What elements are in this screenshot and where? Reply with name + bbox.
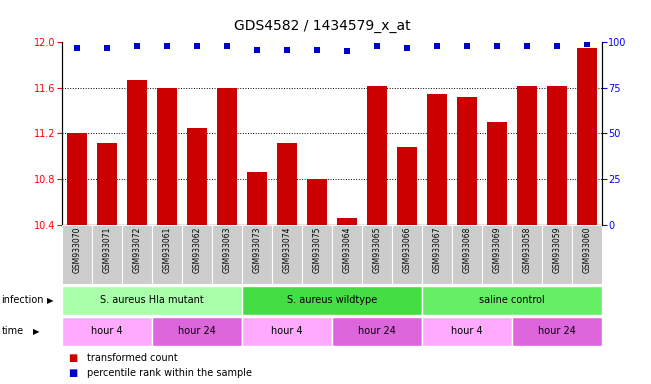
Point — [72, 45, 82, 51]
Point — [372, 43, 382, 49]
Text: S. aureus Hla mutant: S. aureus Hla mutant — [100, 295, 204, 306]
Bar — [62, 286, 242, 315]
Text: percentile rank within the sample: percentile rank within the sample — [87, 368, 251, 378]
Text: S. aureus wildtype: S. aureus wildtype — [287, 295, 377, 306]
Text: GSM933058: GSM933058 — [523, 227, 532, 273]
Text: infection: infection — [1, 295, 44, 306]
Bar — [247, 172, 267, 225]
Bar — [542, 225, 572, 284]
Point — [102, 45, 112, 51]
Bar — [572, 225, 602, 284]
Bar — [242, 317, 332, 346]
Text: saline control: saline control — [479, 295, 545, 306]
Bar — [67, 134, 87, 225]
Text: ■: ■ — [68, 368, 77, 378]
Text: hour 4: hour 4 — [271, 326, 303, 336]
Bar — [307, 179, 327, 225]
Bar — [392, 225, 422, 284]
Bar — [217, 88, 237, 225]
Bar — [97, 142, 117, 225]
Bar — [122, 225, 152, 284]
Point — [462, 43, 473, 49]
Bar — [452, 225, 482, 284]
Bar — [92, 225, 122, 284]
Text: GSM933059: GSM933059 — [553, 227, 562, 273]
Bar — [518, 86, 537, 225]
Bar — [362, 225, 392, 284]
Text: GSM933068: GSM933068 — [463, 227, 471, 273]
Text: GSM933070: GSM933070 — [72, 227, 81, 273]
Bar — [127, 80, 146, 225]
Bar — [427, 94, 447, 225]
Text: GSM933069: GSM933069 — [493, 227, 502, 273]
Bar — [367, 86, 387, 225]
Text: GDS4582 / 1434579_x_at: GDS4582 / 1434579_x_at — [234, 19, 411, 33]
Point — [582, 41, 592, 47]
Text: hour 4: hour 4 — [451, 326, 483, 336]
Bar — [547, 86, 567, 225]
Bar — [242, 286, 422, 315]
Bar — [152, 317, 242, 346]
Bar — [422, 317, 512, 346]
Point — [132, 43, 142, 49]
Point — [161, 43, 172, 49]
Text: GSM933075: GSM933075 — [312, 227, 322, 273]
Point — [342, 48, 352, 55]
Point — [402, 45, 412, 51]
Text: GSM933064: GSM933064 — [342, 227, 352, 273]
Text: transformed count: transformed count — [87, 353, 177, 363]
Bar — [212, 225, 242, 284]
Text: time: time — [1, 326, 23, 336]
Point — [552, 43, 562, 49]
Bar — [242, 225, 272, 284]
Bar — [182, 225, 212, 284]
Text: GSM933072: GSM933072 — [132, 227, 141, 273]
Bar — [187, 128, 206, 225]
Bar — [157, 88, 176, 225]
Bar — [62, 317, 152, 346]
Point — [191, 43, 202, 49]
Point — [522, 43, 533, 49]
Point — [252, 46, 262, 53]
Bar — [422, 286, 602, 315]
Text: GSM933063: GSM933063 — [223, 227, 232, 273]
Text: GSM933060: GSM933060 — [583, 227, 592, 273]
Bar — [332, 225, 362, 284]
Bar — [277, 142, 297, 225]
Point — [222, 43, 232, 49]
Text: GSM933066: GSM933066 — [402, 227, 411, 273]
Bar — [577, 48, 597, 225]
Bar — [152, 225, 182, 284]
Bar — [332, 317, 422, 346]
Text: GSM933067: GSM933067 — [432, 227, 441, 273]
Bar — [512, 317, 602, 346]
Text: GSM933074: GSM933074 — [283, 227, 292, 273]
Text: ▶: ▶ — [33, 327, 39, 336]
Point — [492, 43, 503, 49]
Bar — [458, 97, 477, 225]
Bar — [422, 225, 452, 284]
Bar — [337, 218, 357, 225]
Text: GSM933071: GSM933071 — [102, 227, 111, 273]
Bar — [488, 122, 507, 225]
Text: hour 24: hour 24 — [358, 326, 396, 336]
Text: GSM933062: GSM933062 — [193, 227, 201, 273]
Text: hour 24: hour 24 — [178, 326, 216, 336]
Text: GSM933065: GSM933065 — [372, 227, 381, 273]
Bar — [272, 225, 302, 284]
Text: GSM933073: GSM933073 — [253, 227, 262, 273]
Text: ▶: ▶ — [47, 296, 53, 305]
Bar — [482, 225, 512, 284]
Bar — [512, 225, 542, 284]
Bar — [397, 147, 417, 225]
Text: hour 24: hour 24 — [538, 326, 576, 336]
Bar — [302, 225, 332, 284]
Text: ■: ■ — [68, 353, 77, 363]
Point — [282, 46, 292, 53]
Text: GSM933061: GSM933061 — [162, 227, 171, 273]
Bar — [62, 225, 92, 284]
Text: hour 4: hour 4 — [91, 326, 122, 336]
Point — [312, 46, 322, 53]
Point — [432, 43, 442, 49]
